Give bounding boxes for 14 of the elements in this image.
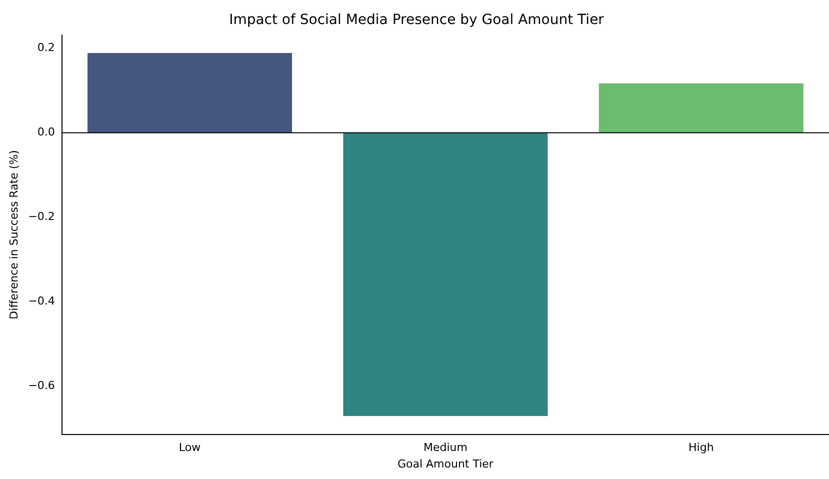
bar bbox=[598, 83, 804, 133]
bar bbox=[343, 132, 548, 416]
y-tick-label: 0.0 bbox=[37, 126, 55, 139]
x-tick-label: High bbox=[688, 441, 714, 454]
chart-title: Impact of Social Media Presence by Goal Amount Tier bbox=[229, 12, 604, 28]
y-tick-label: −0.4 bbox=[28, 294, 55, 308]
bar bbox=[87, 52, 292, 133]
y-tick-label: −0.6 bbox=[28, 378, 55, 392]
x-tick-label: Low bbox=[178, 441, 201, 454]
x-axis-title: Goal Amount Tier bbox=[397, 457, 494, 470]
y-axis-title: Difference in Success Rate (%) bbox=[7, 150, 20, 320]
y-tick-label: −0.2 bbox=[28, 210, 55, 224]
x-tick-label: Medium bbox=[423, 441, 468, 454]
y-tick-label: 0.2 bbox=[37, 41, 55, 54]
